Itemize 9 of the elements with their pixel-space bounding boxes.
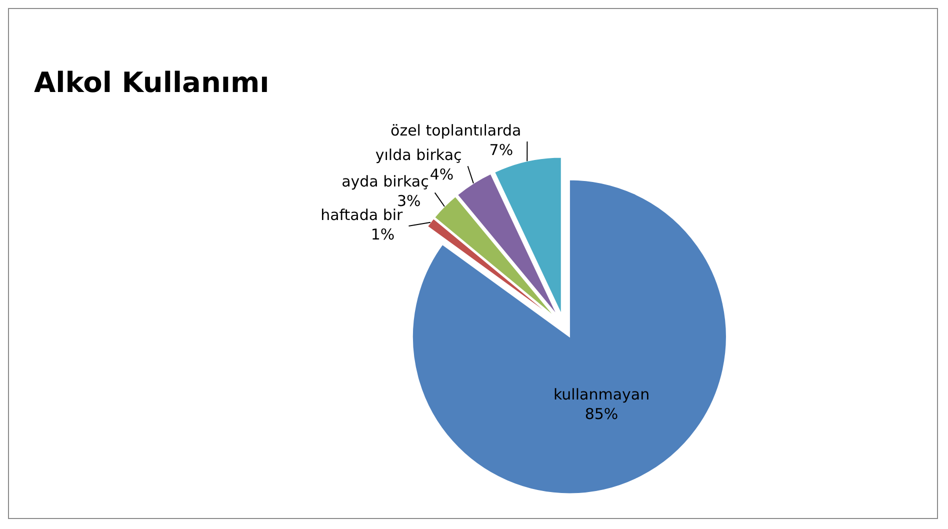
slice-label: özel toplantılarda xyxy=(390,122,522,140)
chart-title: Alkol Kullanımı xyxy=(34,66,270,99)
slice-label: yılda birkaç xyxy=(375,146,462,164)
data-label: 7% xyxy=(489,141,514,160)
data-label: 4% xyxy=(430,166,454,184)
data-label: 85% xyxy=(584,405,618,424)
slice-label: kullanmayan xyxy=(553,386,650,404)
data-label: 1% xyxy=(370,226,395,244)
slice-label: ayda birkaç xyxy=(342,172,429,191)
